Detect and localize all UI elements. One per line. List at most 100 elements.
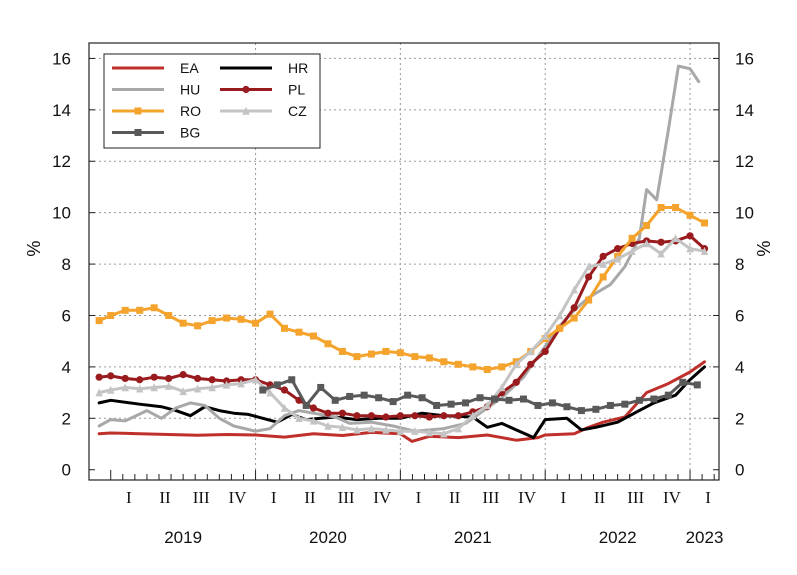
cz-point-34 (584, 262, 593, 271)
cz-point-7 (193, 384, 202, 393)
ro-point-22 (411, 353, 419, 361)
x-year-label: 2019 (164, 528, 202, 547)
ro-point-2 (121, 306, 129, 314)
cz-point-33 (570, 285, 578, 294)
y-tick-label-left: 8 (62, 255, 71, 274)
pl-point-3 (136, 376, 144, 384)
ro-point-14 (295, 328, 303, 336)
cz-point-32 (555, 311, 564, 320)
cz-point-31 (541, 331, 549, 340)
series-ea (97, 360, 706, 443)
bg-point-21 (563, 403, 571, 411)
legend-bg-point-0 (134, 129, 142, 136)
ro-point-15 (309, 332, 317, 340)
legend-entry-pl: PL (220, 82, 305, 98)
ro-point-11 (252, 319, 260, 327)
legend-label-cz: CZ (288, 103, 307, 119)
cz-point-14 (295, 414, 303, 423)
bg-point-12 (433, 401, 441, 409)
series-bg (259, 376, 701, 415)
cz-point-8 (208, 383, 216, 392)
pl-point-41 (686, 232, 694, 240)
x-quarter-label: II (594, 488, 606, 507)
series-ro (95, 204, 709, 373)
legend-label-ea: EA (180, 60, 199, 76)
legend-entry-ro: RO (112, 103, 201, 119)
ro-point-17 (338, 347, 346, 355)
ro-point-39 (657, 204, 665, 212)
cz-point-35 (599, 259, 607, 268)
pl-point-16 (324, 409, 332, 417)
cz-point-4 (150, 383, 158, 392)
x-quarter-label: I (560, 488, 566, 507)
x-year-label: 2021 (454, 528, 492, 547)
x-year-label: 2022 (599, 528, 637, 547)
bg-point-29 (679, 378, 687, 386)
ro-point-26 (469, 363, 477, 371)
x-quarter-label: II (304, 488, 316, 507)
legend-entry-hr: HR (220, 60, 308, 76)
pl-point-25 (454, 412, 462, 420)
x-quarter-label: IV (518, 488, 537, 507)
bg-point-19 (534, 401, 542, 409)
line-ro (97, 206, 706, 371)
ro-point-25 (454, 360, 462, 368)
ro-point-37 (628, 234, 636, 242)
ro-point-33 (570, 314, 578, 322)
pl-point-18 (353, 412, 361, 420)
bg-point-17 (505, 396, 513, 404)
cz-point-41 (686, 244, 694, 253)
bg-point-16 (491, 395, 499, 403)
cz-point-10 (237, 379, 245, 388)
cz-point-0 (95, 388, 103, 397)
y-tick-label-left: 12 (52, 152, 71, 171)
pl-point-22 (411, 412, 419, 420)
x-quarter-label: III (193, 488, 210, 507)
y-tick-label-right: 14 (735, 101, 754, 120)
ro-point-9 (223, 314, 231, 322)
bg-point-24 (606, 401, 614, 409)
pl-point-8 (208, 376, 216, 384)
cz-point-40 (671, 234, 680, 243)
legend: EA HR HU PL RO CZ BG (103, 53, 321, 149)
pl-point-35 (599, 252, 607, 260)
ro-point-41 (686, 211, 694, 219)
ro-point-19 (367, 350, 375, 358)
pl-point-34 (585, 273, 593, 281)
pl-point-1 (107, 372, 115, 380)
pl-point-5 (165, 374, 173, 383)
cz-point-9 (222, 380, 231, 389)
y-axis-label-left: % (24, 241, 44, 257)
cz-point-12 (266, 388, 274, 397)
bg-point-22 (577, 407, 585, 415)
cz-point-25 (454, 424, 463, 433)
y-tick-label-left: 0 (62, 461, 71, 480)
ro-point-13 (281, 324, 289, 332)
ro-point-18 (353, 353, 361, 361)
ro-point-27 (483, 365, 491, 373)
ro-point-21 (396, 349, 404, 357)
cz-point-15 (309, 416, 318, 425)
ro-point-38 (643, 222, 651, 230)
series-lines (95, 64, 709, 443)
bg-point-5 (331, 396, 339, 404)
cz-point-16 (324, 421, 332, 430)
bg-point-2 (288, 376, 296, 384)
y-tick-label-right: 0 (735, 461, 744, 480)
legend-entry-bg: BG (112, 125, 200, 141)
cz-point-26 (469, 411, 477, 420)
pl-point-19 (367, 412, 376, 420)
cz-point-20 (382, 425, 390, 434)
y-tick-label-right: 2 (735, 409, 744, 428)
x-quarter-label: I (126, 488, 132, 507)
cz-point-22 (411, 426, 419, 435)
y-tick-label-right: 10 (735, 204, 754, 223)
bg-point-4 (317, 383, 325, 391)
y-tick-label-right: 16 (735, 49, 754, 68)
y-tick-label-right: 6 (735, 306, 744, 325)
cz-point-5 (164, 381, 173, 390)
legend-label-bg: BG (180, 125, 200, 141)
ro-point-10 (237, 315, 245, 323)
